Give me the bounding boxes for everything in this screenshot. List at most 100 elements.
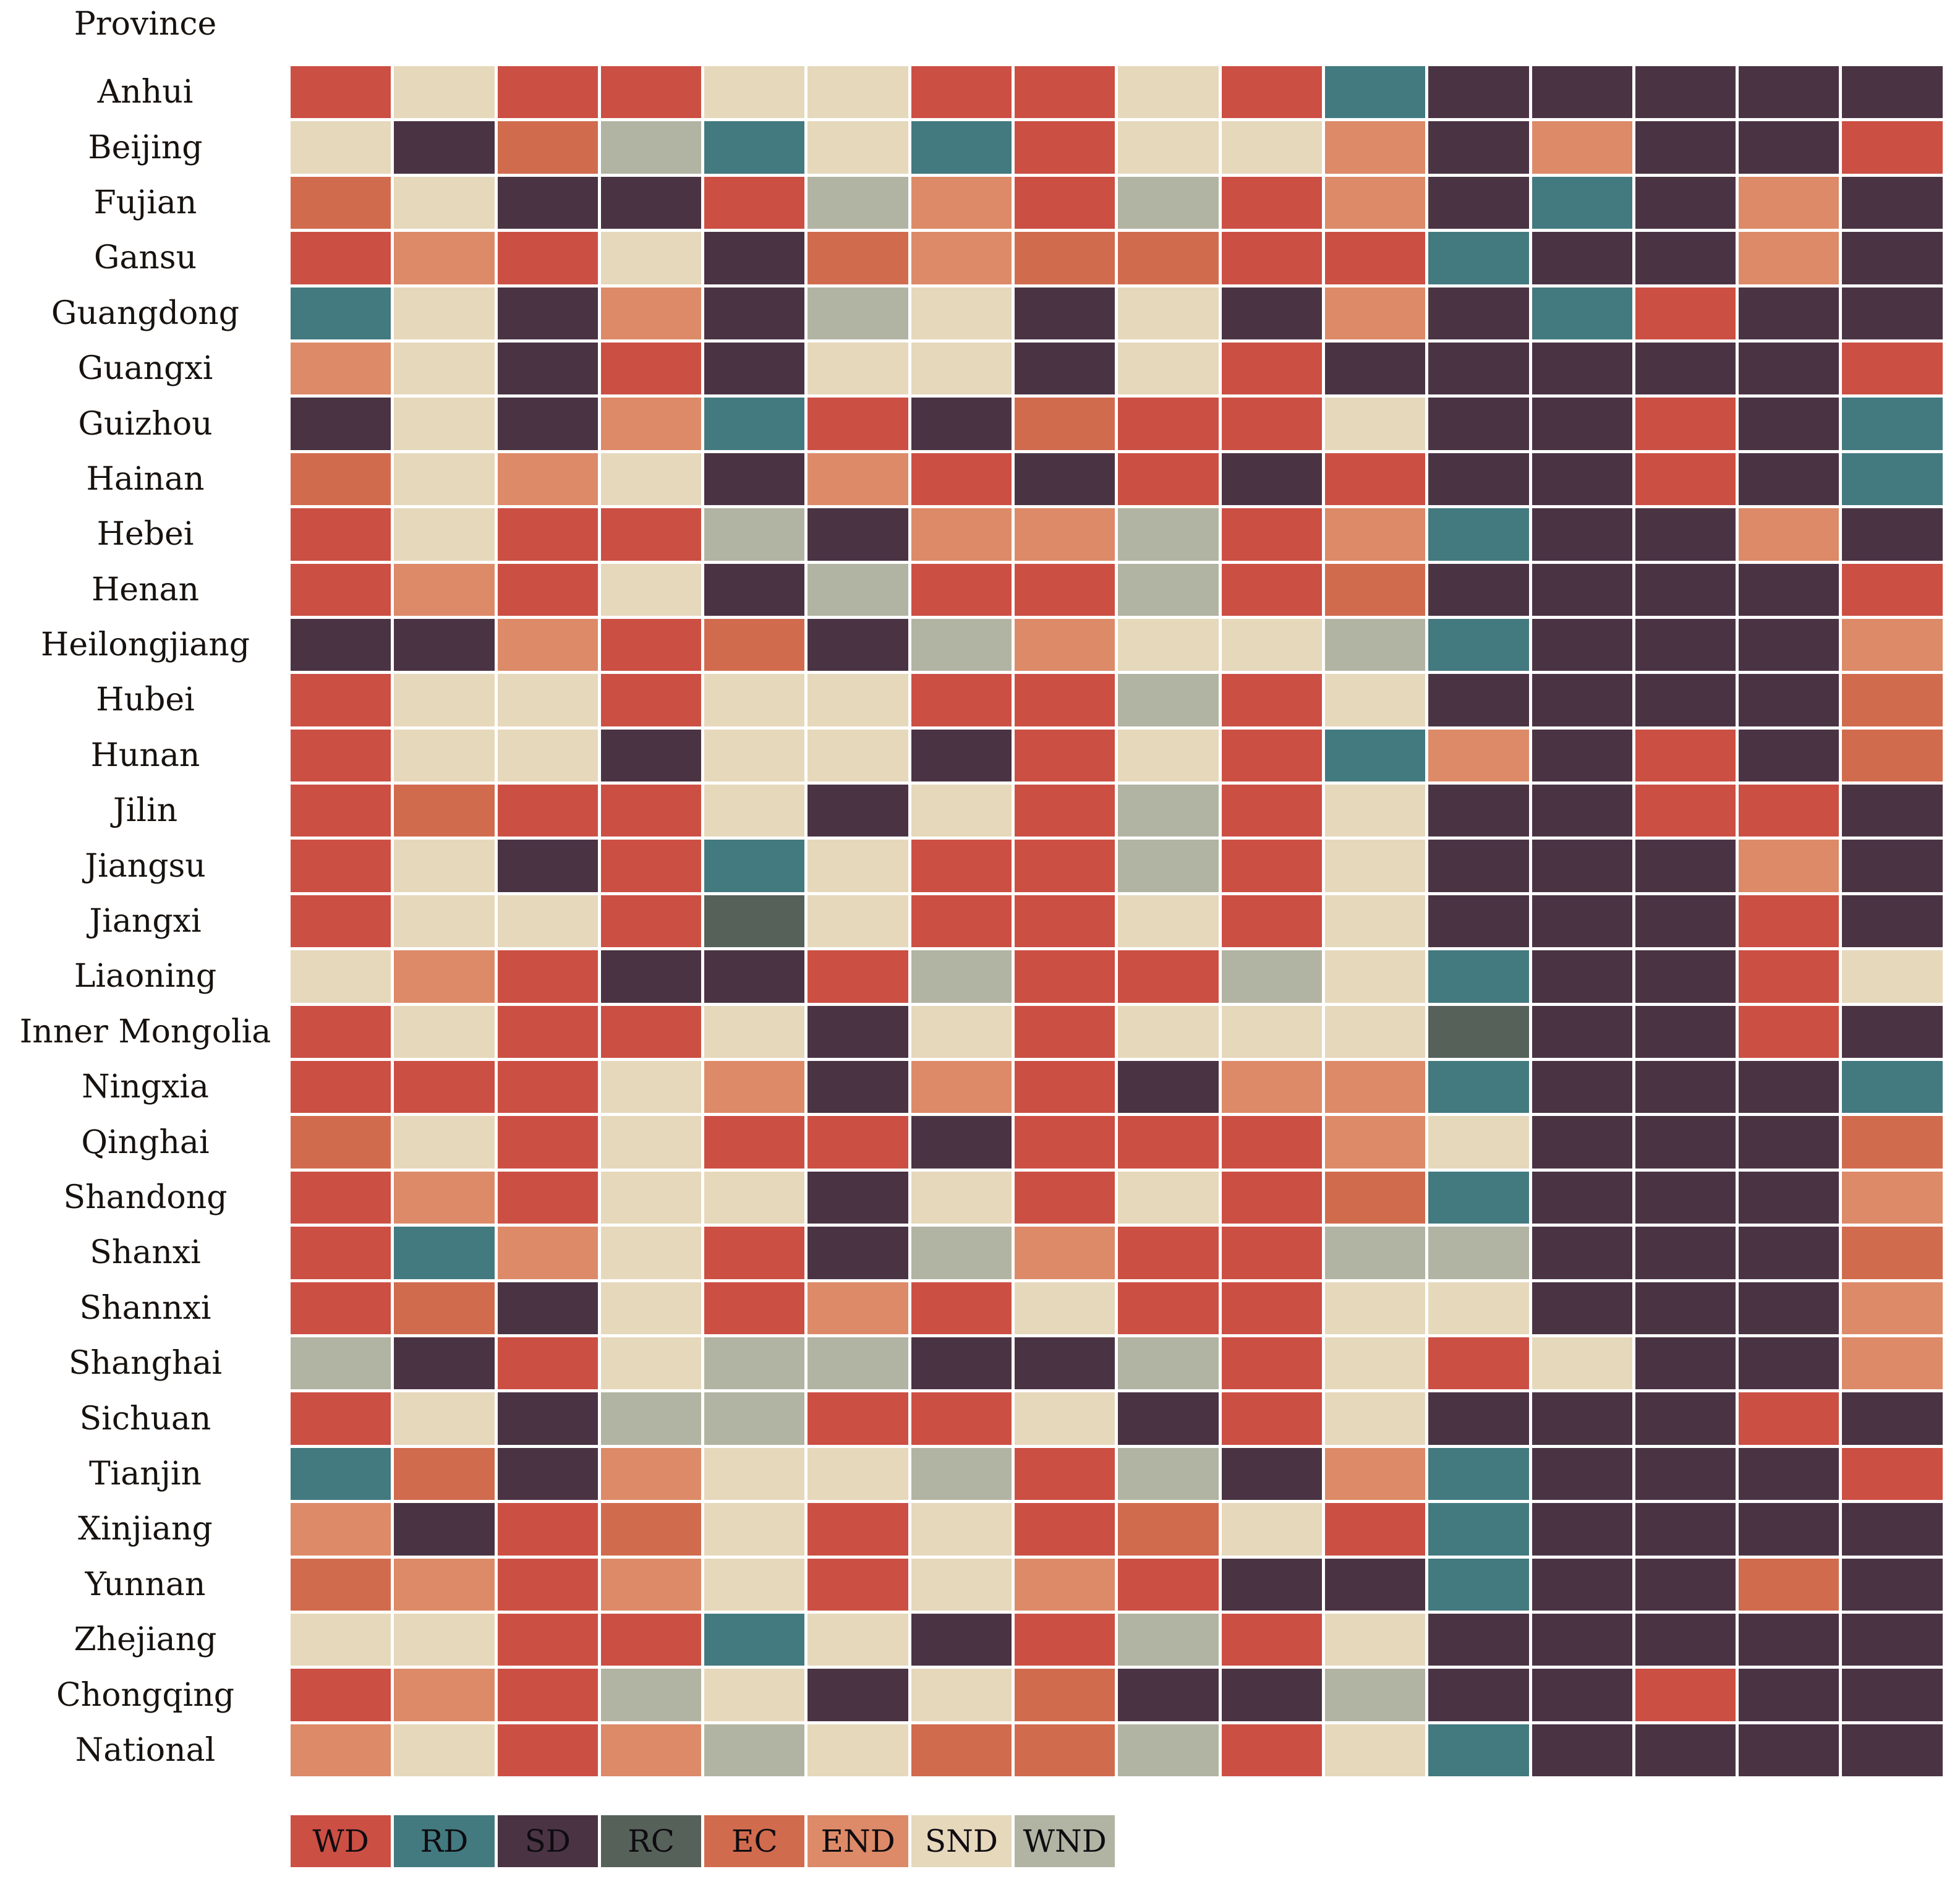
heatmap-cell bbox=[1428, 1337, 1529, 1390]
heatmap-cell bbox=[1324, 342, 1426, 395]
heatmap-cell bbox=[1635, 674, 1736, 726]
column-header-province: Province bbox=[74, 6, 217, 43]
heatmap-cell bbox=[1428, 1613, 1529, 1666]
heatmap-cell bbox=[1118, 1171, 1219, 1224]
heatmap-cell bbox=[704, 618, 805, 671]
heatmap-cell bbox=[497, 66, 598, 119]
heatmap-cell bbox=[1532, 674, 1632, 726]
heatmap-cell bbox=[291, 840, 391, 892]
heatmap-cell bbox=[1015, 66, 1115, 119]
heatmap-cell bbox=[291, 618, 391, 671]
heatmap-cell bbox=[1428, 398, 1529, 450]
heatmap-cell bbox=[911, 121, 1012, 174]
heatmap-cell bbox=[1842, 674, 1943, 726]
heatmap-cell bbox=[1842, 1227, 1943, 1279]
heatmap-cell bbox=[1015, 1447, 1115, 1501]
heatmap-cell bbox=[911, 1669, 1012, 1721]
heatmap-cell bbox=[1221, 121, 1322, 174]
heatmap-cell bbox=[1118, 563, 1219, 616]
heatmap-cell bbox=[1635, 1503, 1736, 1556]
heatmap-cell bbox=[1015, 453, 1115, 506]
heatmap-cell bbox=[1221, 563, 1322, 616]
heatmap-cell bbox=[1428, 563, 1529, 616]
heatmap-cell bbox=[600, 1061, 702, 1113]
heatmap-cell bbox=[600, 453, 702, 506]
heatmap-cell bbox=[1842, 785, 1943, 837]
heatmap-cell bbox=[1324, 1613, 1426, 1666]
heatmap-cell bbox=[1532, 398, 1632, 450]
legend-item-wnd: WND bbox=[1015, 1815, 1115, 1867]
heatmap-cell bbox=[1739, 1447, 1839, 1501]
heatmap-cell bbox=[704, 121, 805, 174]
heatmap-cell bbox=[1118, 1669, 1219, 1721]
heatmap-cell bbox=[394, 66, 495, 119]
heatmap-cell bbox=[1221, 1503, 1322, 1556]
heatmap-cell bbox=[394, 1171, 495, 1224]
heatmap-cell bbox=[1015, 1724, 1115, 1777]
heatmap-cell bbox=[394, 232, 495, 284]
heatmap-cell bbox=[911, 563, 1012, 616]
heatmap-cell bbox=[1842, 1447, 1943, 1501]
heatmap-cell bbox=[1428, 1503, 1529, 1556]
heatmap-cell bbox=[1015, 1171, 1115, 1224]
heatmap-cell bbox=[911, 840, 1012, 892]
heatmap-cell bbox=[394, 618, 495, 671]
heatmap-cell bbox=[1221, 66, 1322, 119]
heatmap-cell bbox=[1015, 1669, 1115, 1721]
heatmap-cell bbox=[1428, 1116, 1529, 1169]
heatmap-cell bbox=[497, 1061, 598, 1113]
heatmap-cell bbox=[1118, 508, 1219, 561]
heatmap-cell bbox=[497, 1724, 598, 1777]
row-label: Henan bbox=[91, 571, 200, 608]
heatmap-cell bbox=[497, 1005, 598, 1058]
heatmap-cell bbox=[1428, 1724, 1529, 1777]
heatmap-cell bbox=[291, 1282, 391, 1334]
heatmap-cell bbox=[1842, 1558, 1943, 1611]
heatmap-cell bbox=[807, 674, 908, 726]
heatmap-cell bbox=[1842, 1005, 1943, 1058]
heatmap-cell bbox=[394, 121, 495, 174]
heatmap-cell bbox=[600, 287, 702, 339]
legend-label: SD bbox=[524, 1823, 571, 1859]
heatmap-cell bbox=[1428, 674, 1529, 726]
heatmap-cell bbox=[497, 287, 598, 339]
heatmap-cell bbox=[1428, 508, 1529, 561]
heatmap-cell bbox=[1635, 895, 1736, 948]
heatmap-cell bbox=[1739, 618, 1839, 671]
heatmap-cell bbox=[1324, 121, 1426, 174]
heatmap-cell bbox=[1635, 1005, 1736, 1058]
heatmap-cell bbox=[1739, 1337, 1839, 1390]
heatmap-cell bbox=[1739, 66, 1839, 119]
heatmap-cell bbox=[1015, 232, 1115, 284]
heatmap-cell bbox=[807, 342, 908, 395]
row-label: Chongqing bbox=[56, 1676, 235, 1714]
heatmap-cell bbox=[807, 1171, 908, 1224]
heatmap-cell bbox=[1532, 1171, 1632, 1224]
heatmap-cell bbox=[1221, 674, 1322, 726]
heatmap-cell bbox=[1532, 950, 1632, 1003]
heatmap-cell bbox=[291, 785, 391, 837]
row-label: Tianjin bbox=[88, 1455, 202, 1492]
heatmap-cell bbox=[1635, 1558, 1736, 1611]
heatmap-cell bbox=[394, 1061, 495, 1113]
heatmap-cell bbox=[497, 508, 598, 561]
heatmap-cell bbox=[1739, 1724, 1839, 1777]
heatmap-cell bbox=[807, 563, 908, 616]
heatmap-cell bbox=[291, 232, 391, 284]
legend-label: RD bbox=[420, 1823, 469, 1859]
row-label: Liaoning bbox=[74, 958, 217, 995]
heatmap-cell bbox=[1118, 176, 1219, 229]
heatmap-cell bbox=[1635, 729, 1736, 782]
heatmap-cell bbox=[1324, 453, 1426, 506]
row-label: Shannxi bbox=[79, 1289, 211, 1327]
heatmap-cell bbox=[1842, 1392, 1943, 1445]
heatmap-cell bbox=[1118, 1613, 1219, 1666]
heatmap-cell bbox=[704, 176, 805, 229]
heatmap-cell bbox=[1532, 1724, 1632, 1777]
row-labels: Anhui Beijing Fujian Gansu Guangdong Guangxi G… bbox=[0, 66, 291, 1776]
heatmap-cell bbox=[1635, 950, 1736, 1003]
heatmap-cell bbox=[807, 1282, 908, 1334]
heatmap-cell bbox=[497, 840, 598, 892]
heatmap-cell bbox=[394, 785, 495, 837]
heatmap-cell bbox=[1428, 950, 1529, 1003]
